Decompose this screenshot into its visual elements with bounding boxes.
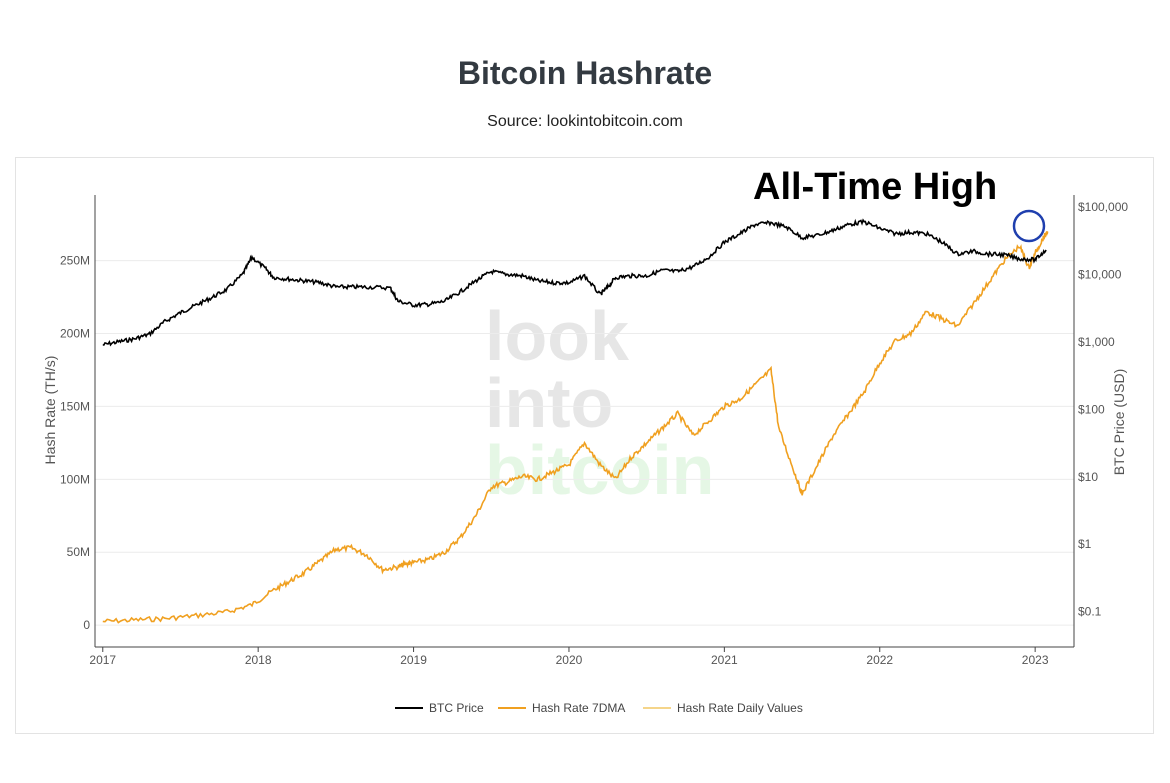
left-axis-ticks: 0 50M 100M 150M 200M 250M (60, 254, 90, 633)
right-tick-$10,000: $10,000 (1078, 267, 1122, 281)
x-tick-2019: 2019 (400, 653, 427, 667)
watermark-look: look (485, 297, 629, 375)
left-tick-150M: 150M (60, 399, 90, 413)
left-axis-title: Hash Rate (TH/s) (42, 356, 58, 465)
left-tick-0: 0 (83, 618, 90, 632)
watermark-into: into (485, 364, 613, 442)
right-tick-$100,000: $100,000 (1078, 200, 1128, 214)
left-tick-200M: 200M (60, 327, 90, 341)
left-tick-50M: 50M (67, 545, 90, 559)
x-axis-ticks: 2017 2018 2019 2020 2021 2022 2023 (89, 647, 1049, 667)
series-btc-price (102, 218, 1047, 347)
series-hash-rate-7dma (102, 231, 1049, 624)
chart-subtitle: Source: lookintobitcoin.com (487, 113, 683, 130)
watermark-bitcoin: bitcoin (485, 431, 714, 509)
x-tick-2023: 2023 (1022, 653, 1049, 667)
x-tick-2020: 2020 (556, 653, 583, 667)
watermark: lookintobitcoin (485, 297, 714, 509)
legend: BTC Price Hash Rate 7DMA Hash Rate Daily V… (395, 701, 803, 715)
x-tick-2017: 2017 (89, 653, 116, 667)
right-tick-$1,000: $1,000 (1078, 335, 1115, 349)
legend-label-1: Hash Rate 7DMA (532, 701, 625, 715)
right-axis-ticks: $0.1 $1 $10 $100 $1,000 $10,000 $100,000 (1078, 200, 1128, 619)
series-lines (102, 218, 1049, 624)
all-time-high-circle (1012, 209, 1046, 243)
right-tick-$0.1: $0.1 (1078, 605, 1102, 619)
right-tick-$100: $100 (1078, 402, 1105, 416)
legend-label-2: Hash Rate Daily Values (677, 701, 803, 715)
legend-label-0: BTC Price (429, 701, 484, 715)
right-axis-title: BTC Price (USD) (1111, 369, 1127, 476)
x-tick-2022: 2022 (866, 653, 893, 667)
chart-title: Bitcoin Hashrate (457, 55, 713, 91)
right-tick-$1: $1 (1078, 537, 1092, 551)
chart-frame (15, 157, 1154, 734)
x-tick-2018: 2018 (245, 653, 272, 667)
left-tick-250M: 250M (60, 254, 90, 268)
all-time-high-annotation: All-Time High (753, 166, 997, 208)
left-tick-100M: 100M (60, 472, 90, 486)
right-tick-$10: $10 (1078, 470, 1098, 484)
x-tick-2021: 2021 (711, 653, 738, 667)
